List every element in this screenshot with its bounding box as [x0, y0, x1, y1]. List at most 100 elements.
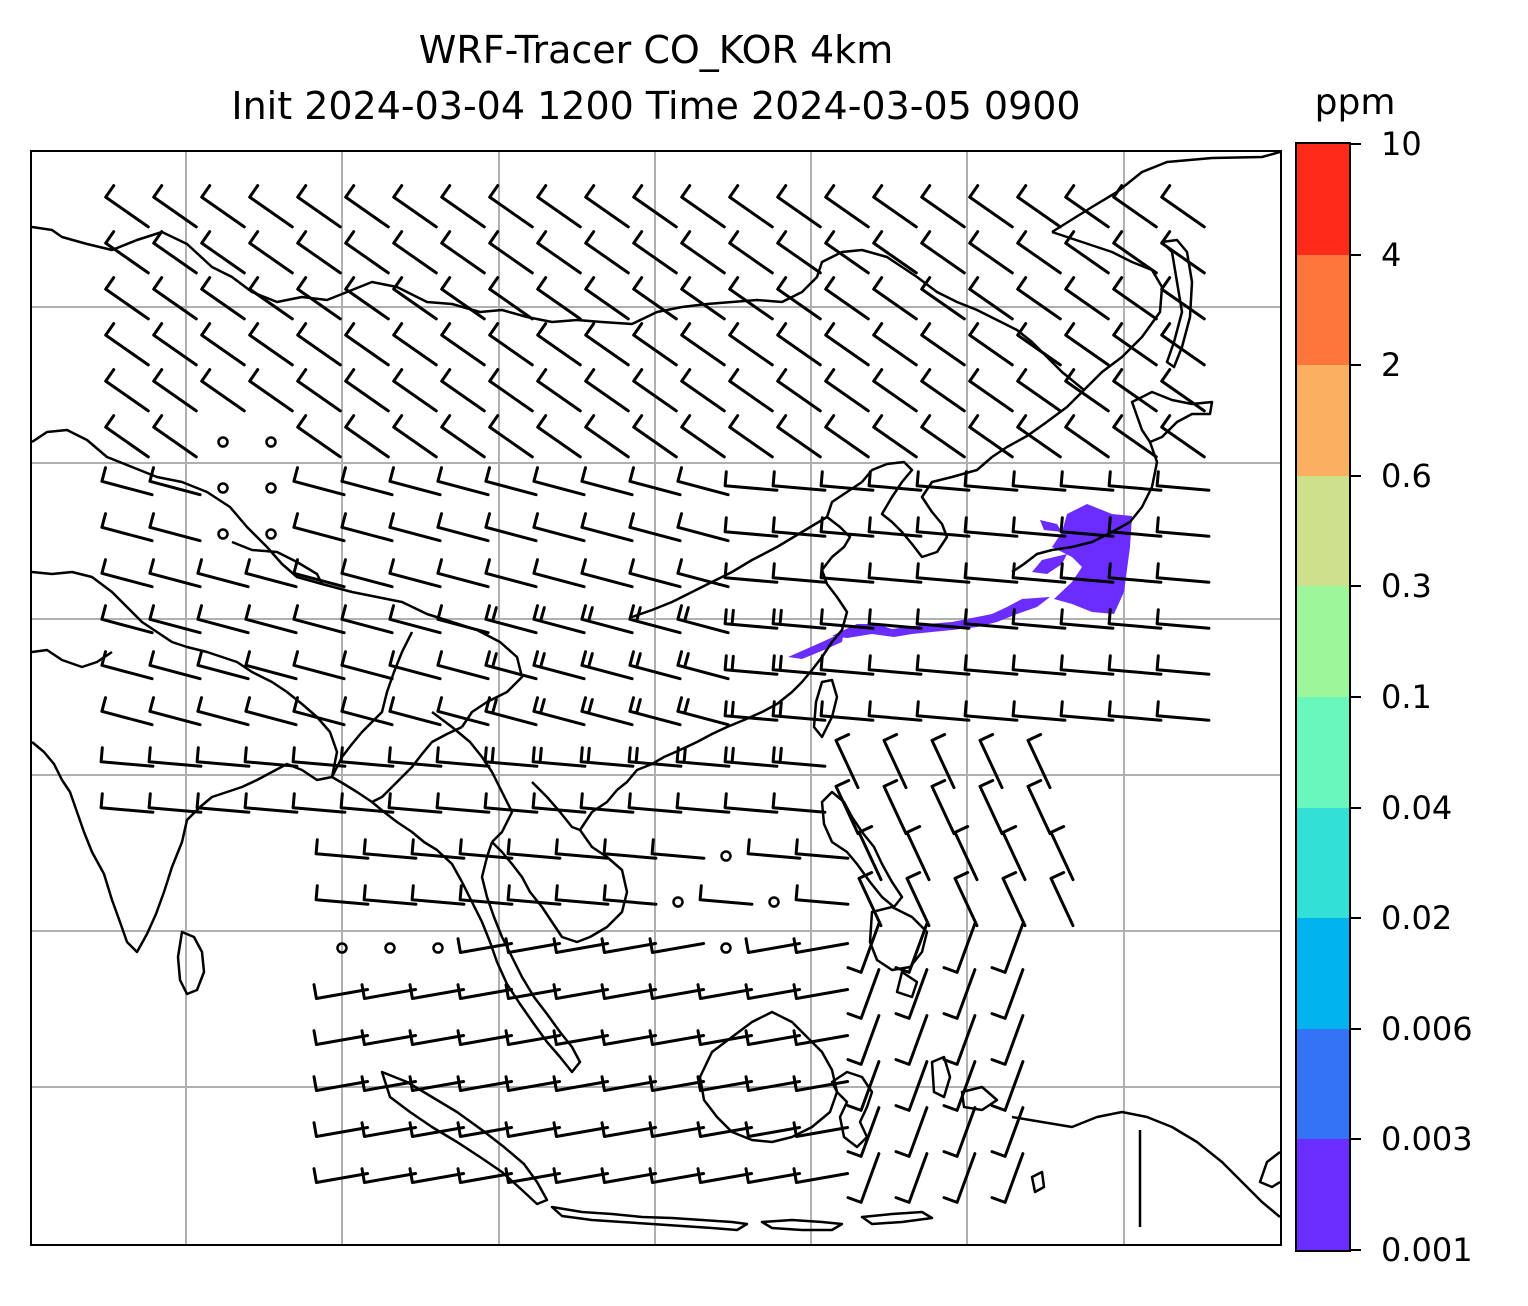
wind-barb — [819, 516, 875, 538]
wind-barb — [458, 884, 514, 906]
calm-wind-marker — [217, 436, 229, 448]
colorbar-tick-label: 10 — [1381, 125, 1422, 163]
wind-barb — [100, 512, 154, 543]
wind-barb — [554, 838, 610, 860]
wind-barb — [392, 230, 438, 275]
wind-barb — [506, 884, 562, 906]
wind-barb — [504, 1075, 562, 1092]
wind-barb — [675, 792, 731, 814]
wind-barb — [650, 838, 706, 860]
wind-barb — [408, 983, 466, 1000]
wind-barb — [978, 733, 1004, 790]
wind-barb — [456, 983, 514, 1000]
wind-barb — [488, 184, 534, 229]
wind-barb — [920, 414, 966, 459]
wind-barb — [344, 322, 390, 367]
wind-barb — [584, 230, 630, 275]
map-title: WRF-Tracer CO_KOR 4km — [418, 28, 894, 72]
wind-barb — [872, 414, 918, 459]
wind-barb — [771, 700, 827, 722]
wind-barb — [953, 871, 979, 928]
wind-barb — [456, 937, 514, 954]
wind-barb — [584, 184, 630, 229]
wind-barb — [296, 368, 342, 413]
wind-barb — [696, 983, 754, 1000]
wind-barb — [148, 466, 202, 497]
wind-barb — [963, 608, 1019, 630]
wind-barb — [1011, 562, 1067, 584]
wind-barb — [824, 414, 870, 459]
wind-barb — [484, 512, 538, 543]
colorbar-tick-label: 0.3 — [1381, 567, 1432, 606]
colorbar-tick-label: 0.001 — [1381, 1231, 1473, 1269]
wind-barb — [388, 512, 442, 543]
wind-barb — [882, 733, 908, 790]
wind-barb — [148, 558, 202, 589]
wind-barb — [488, 276, 534, 321]
wind-barb — [676, 558, 730, 589]
wind-barb — [600, 1075, 658, 1092]
wind-barb — [200, 184, 246, 229]
wind-barb — [867, 516, 923, 538]
wind-barb — [627, 792, 683, 814]
wind-barb — [1064, 322, 1110, 367]
wind-barb — [410, 884, 466, 906]
wind-barb — [1049, 825, 1075, 882]
wind-barb — [628, 466, 682, 497]
wind-barb — [552, 1029, 610, 1046]
wind-barb — [648, 937, 706, 954]
wind-barb — [152, 414, 198, 459]
wind-barb — [920, 184, 966, 229]
wind-barb — [435, 746, 491, 768]
wind-barb — [1160, 368, 1206, 413]
wind-barb — [99, 746, 155, 768]
wind-barb — [552, 1121, 610, 1138]
wind-barb — [1160, 414, 1206, 459]
wind-barb — [580, 604, 634, 635]
wind-barb — [362, 838, 418, 860]
wind-barb — [627, 746, 683, 768]
colorbar-segment — [1297, 696, 1349, 808]
wind-barb — [834, 779, 860, 836]
wind-barb — [552, 1075, 610, 1092]
wind-barb — [728, 230, 774, 275]
wind-barb — [104, 368, 150, 413]
wind-barb — [915, 470, 971, 492]
wind-barb — [436, 696, 490, 727]
colorbar-segment — [1297, 1138, 1349, 1250]
wind-barb — [531, 792, 587, 814]
wind-barb — [648, 983, 706, 1000]
wind-barb — [676, 604, 730, 635]
wind-barb — [360, 1075, 418, 1092]
wind-barb — [744, 1167, 802, 1184]
wind-barb — [504, 1167, 562, 1184]
colorbar-tick — [1351, 585, 1361, 588]
wind-barb — [196, 558, 250, 589]
wind-barb — [1059, 700, 1115, 722]
wind-barb — [846, 1014, 881, 1066]
wind-barb — [1059, 516, 1115, 538]
wind-barb — [728, 368, 774, 413]
wind-barb — [152, 322, 198, 367]
wind-barb — [1001, 825, 1027, 882]
wind-barb — [1064, 368, 1110, 413]
colorbar-tick — [1351, 364, 1361, 367]
wind-barb — [504, 1121, 562, 1138]
wind-barb — [312, 1121, 370, 1138]
wind-barb — [1107, 700, 1163, 722]
wind-barb — [1107, 470, 1163, 492]
wind-barb — [435, 792, 491, 814]
wind-barb — [728, 414, 774, 459]
wind-barb — [1160, 276, 1206, 321]
wind-barb — [100, 650, 154, 681]
wind-barb — [532, 650, 586, 681]
wind-barb — [846, 968, 881, 1020]
wind-barb — [963, 654, 1019, 676]
colorbar-segment — [1297, 364, 1349, 476]
wind-barb — [872, 276, 918, 321]
wind-barb — [314, 884, 370, 906]
wind-barb — [963, 562, 1019, 584]
wind-barb — [248, 184, 294, 229]
wind-barb — [148, 512, 202, 543]
wind-barb — [968, 322, 1014, 367]
